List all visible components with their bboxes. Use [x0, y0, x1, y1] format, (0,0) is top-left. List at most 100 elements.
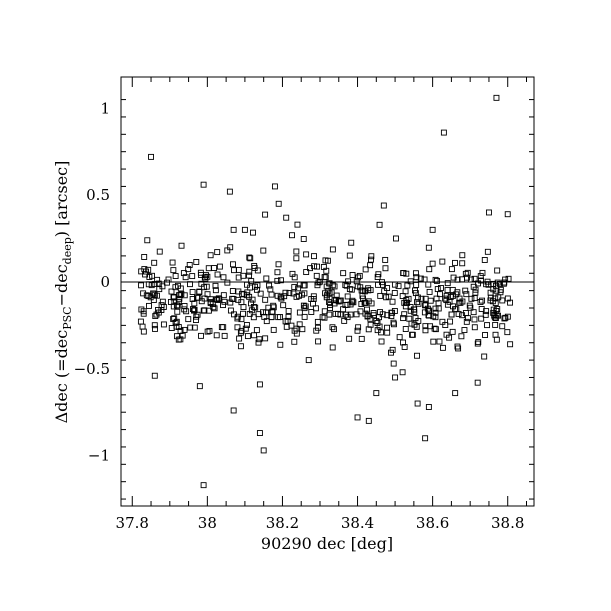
data-point [450, 274, 457, 281]
data-point [311, 253, 317, 260]
data-point [426, 266, 433, 273]
data-point [288, 322, 295, 329]
data-point [151, 322, 158, 329]
data-point [471, 275, 478, 282]
data-point [499, 323, 506, 330]
data-point [293, 255, 300, 262]
data-point [151, 290, 158, 297]
data-point [439, 318, 446, 325]
data-point [444, 287, 451, 294]
data-point [278, 277, 284, 284]
data-point [277, 341, 284, 348]
data-point [308, 309, 315, 315]
data-point [377, 292, 384, 299]
data-point [429, 226, 436, 233]
data-point [389, 298, 396, 305]
data-point [459, 260, 466, 267]
x-tick-label: 38.2 [266, 514, 299, 532]
data-point [331, 283, 338, 290]
data-point [246, 272, 252, 279]
data-point [303, 269, 310, 276]
data-point [151, 259, 158, 266]
data-point [425, 244, 432, 251]
data-point [436, 338, 443, 345]
data-point [193, 259, 200, 265]
data-point [193, 313, 200, 320]
data-point [444, 301, 451, 308]
data-point [165, 276, 172, 283]
data-point [296, 309, 303, 316]
data-point [483, 308, 490, 315]
axis-ticks [121, 77, 534, 506]
data-point [310, 293, 317, 300]
data-point [327, 302, 334, 309]
data-point [205, 307, 212, 314]
data-point [207, 252, 214, 259]
data-point [212, 282, 219, 289]
data-point [158, 302, 165, 309]
data-point [275, 200, 282, 207]
data-point [454, 343, 461, 350]
data-point [191, 307, 198, 313]
data-point [277, 294, 284, 301]
data-point [234, 324, 241, 331]
data-point [406, 315, 413, 322]
plot-frame [120, 76, 535, 507]
data-point [268, 314, 275, 321]
data-point [170, 267, 177, 274]
data-point [305, 357, 312, 364]
data-point [275, 314, 282, 321]
data-point [185, 316, 192, 323]
data-point [491, 311, 498, 318]
data-point [467, 276, 474, 283]
data-point [201, 307, 208, 314]
data-point [384, 285, 391, 291]
data-point [400, 270, 407, 276]
data-point [307, 265, 314, 272]
data-point [358, 335, 365, 342]
data-point [422, 301, 429, 308]
data-point [213, 296, 220, 303]
data-point [141, 266, 148, 273]
data-point [432, 326, 439, 333]
data-point [362, 300, 369, 306]
data-point [382, 265, 389, 272]
data-point [354, 283, 361, 290]
data-point [156, 286, 163, 293]
data-point [246, 310, 253, 317]
data-point [235, 266, 242, 273]
data-points [137, 94, 514, 489]
data-point [448, 266, 455, 273]
data-point [302, 303, 309, 310]
data-point [234, 315, 241, 322]
data-point [414, 294, 421, 301]
data-point [206, 327, 213, 334]
data-point [253, 327, 260, 334]
data-point [229, 261, 236, 268]
data-point [399, 293, 406, 299]
y-label-mid: −dec [52, 264, 71, 306]
data-point [252, 304, 259, 311]
data-point [409, 331, 415, 338]
data-point [183, 308, 190, 315]
y-tick-labels: −1 −0.5 0 0.5 1 [74, 99, 110, 464]
data-point [213, 332, 220, 339]
data-point [235, 288, 242, 295]
data-point [493, 282, 499, 289]
data-point [315, 338, 322, 345]
data-point [337, 297, 344, 304]
data-point [227, 307, 234, 314]
data-point [391, 281, 398, 288]
data-point [179, 332, 186, 339]
data-point [244, 333, 251, 340]
data-point [193, 317, 199, 323]
data-point [205, 265, 212, 272]
data-point [477, 299, 484, 305]
data-point [196, 288, 203, 295]
data-point [401, 299, 408, 306]
data-point [374, 327, 381, 334]
data-point [313, 272, 320, 279]
y-label-prefix: Δdec (=dec [52, 330, 71, 424]
data-point [380, 202, 387, 209]
data-point [370, 312, 377, 319]
